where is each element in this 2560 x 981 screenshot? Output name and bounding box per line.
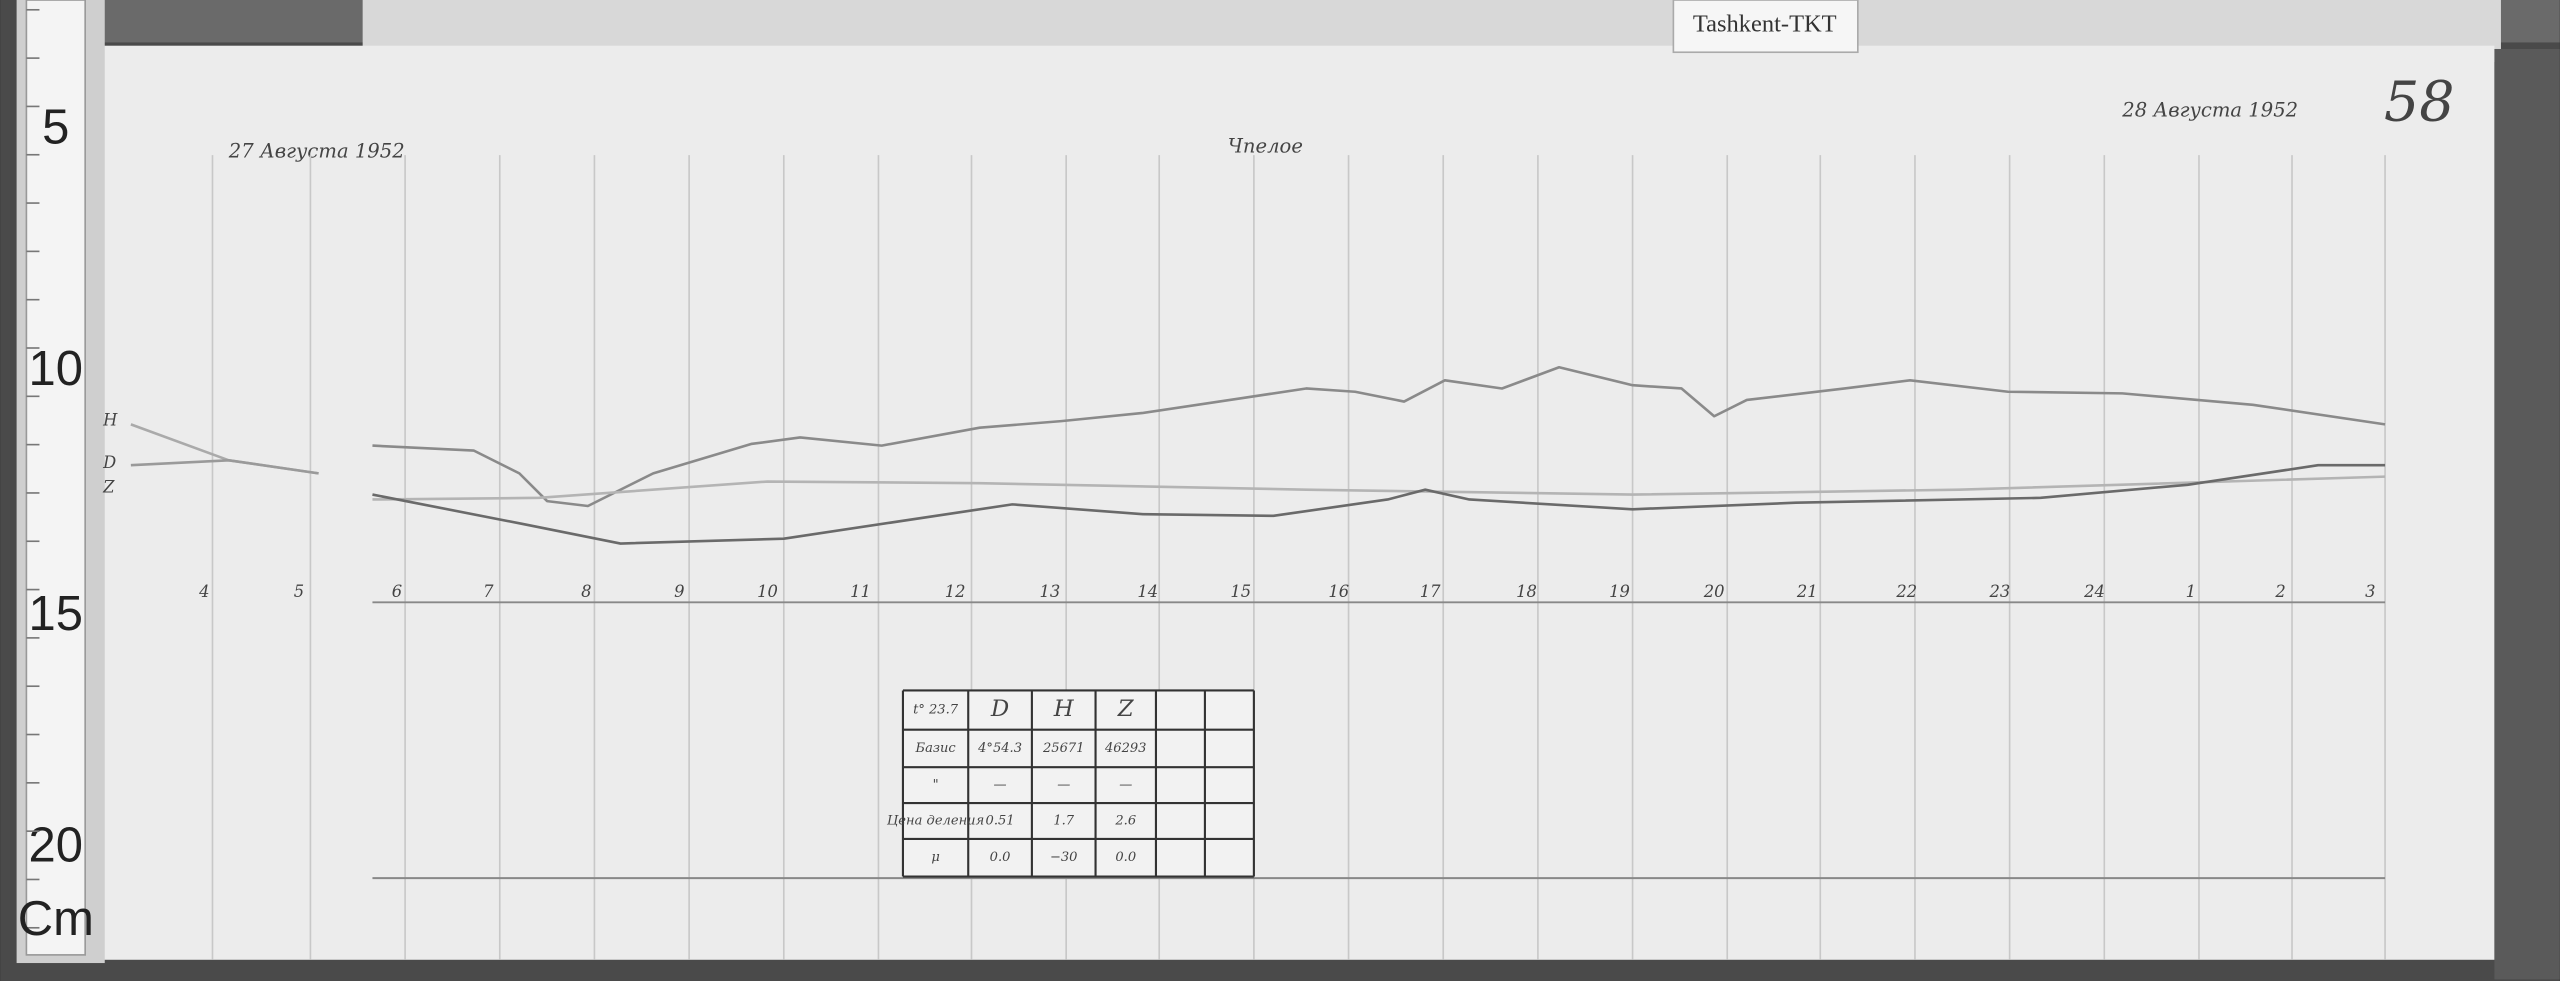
- table-cell: ": [933, 778, 939, 793]
- table-cell: —: [1119, 778, 1132, 793]
- paper: [101, 45, 2495, 960]
- hour-label: 19: [1609, 582, 1630, 601]
- ruler-label: 5: [42, 101, 69, 155]
- hour-label: 23: [1988, 582, 2010, 601]
- hour-label: 17: [1420, 582, 1441, 601]
- table-cell: H: [1053, 696, 1075, 722]
- ruler-label: 10: [29, 342, 83, 396]
- table-cell: −30: [1050, 850, 1078, 865]
- ruler-label: 15: [29, 587, 83, 641]
- table-cell: 46293: [1104, 741, 1147, 756]
- hour-label: 4: [198, 582, 209, 601]
- hour-label: 7: [483, 582, 494, 601]
- table-cell: 0.51: [986, 814, 1015, 829]
- trace-label: H: [102, 411, 118, 430]
- hour-labels: 4 5 6 7 8 9 10 11 12 13 14 15 16 17 18 19 20 21 22 23 24 1 2 3: [198, 582, 2375, 601]
- hour-label: 3: [2365, 582, 2375, 601]
- hour-label: 24: [2083, 582, 2105, 601]
- trace-d: [372, 475, 2386, 501]
- hour-label: 6: [392, 582, 402, 601]
- hour-label: 20: [1703, 582, 1725, 601]
- table-cell: 0.0: [990, 850, 1011, 865]
- trace-h: [372, 365, 2386, 508]
- table-cell: 25671: [1042, 741, 1085, 756]
- tag-box: [1672, 0, 1859, 54]
- hour-label: 14: [1137, 582, 1158, 601]
- trace-z: [372, 463, 2386, 545]
- hour-label: 22: [1895, 582, 1917, 601]
- hour-label: 11: [850, 582, 871, 601]
- table-cell: Цена деления: [887, 814, 984, 829]
- table-cell: —: [994, 778, 1007, 793]
- table-cell: 1.7: [1053, 814, 1074, 829]
- hour-label: 16: [1328, 582, 1349, 601]
- ruler-labels: 5 10 15 20: [26, 8, 83, 929]
- hour-label: 18: [1516, 582, 1537, 601]
- hour-label: 8: [581, 582, 591, 601]
- ruler-unit: Cm: [18, 892, 94, 946]
- hour-label: 5: [294, 582, 304, 601]
- table-bg: [902, 690, 1254, 877]
- trace-label: Z: [102, 478, 115, 497]
- date-right: 28 Августа 1952: [2121, 98, 2298, 121]
- sheet-number: 58: [2384, 70, 2455, 135]
- table-cell: 0.0: [1115, 850, 1136, 865]
- hour-label: 1: [2186, 582, 2196, 601]
- hour-label: 9: [674, 582, 684, 601]
- hour-label: 12: [945, 582, 966, 601]
- hour-label: 10: [757, 582, 778, 601]
- hour-label: 2: [2274, 582, 2285, 601]
- note: Чпелое: [1228, 134, 1303, 157]
- table-cell: —: [1057, 778, 1070, 793]
- parameter-table: t° 23.7 D H Z Базис 4°54.3 25671 46293 " — — — Цена …: [887, 689, 1255, 878]
- hour-label: 13: [1039, 582, 1060, 601]
- table-cell: Z: [1117, 696, 1135, 722]
- hour-label: 21: [1796, 582, 1818, 601]
- table-cell: μ: [931, 850, 939, 865]
- board-right: [2494, 48, 2560, 980]
- table-cell: D: [990, 696, 1009, 722]
- table-cell: t° 23.7: [913, 703, 959, 718]
- table-cell: Базис: [914, 741, 956, 756]
- table-cell: 4°54.3: [977, 741, 1022, 756]
- tag: Tashkent-TKT: [1693, 11, 1837, 38]
- date-left: 27 Августа 1952: [228, 139, 405, 162]
- trace-d-previous: [130, 458, 319, 475]
- trace-label: D: [102, 453, 116, 472]
- ruler-label: 20: [29, 819, 83, 873]
- hour-label: 15: [1230, 582, 1251, 601]
- table-cell: 2.6: [1114, 814, 1136, 829]
- ruler: [25, 0, 86, 956]
